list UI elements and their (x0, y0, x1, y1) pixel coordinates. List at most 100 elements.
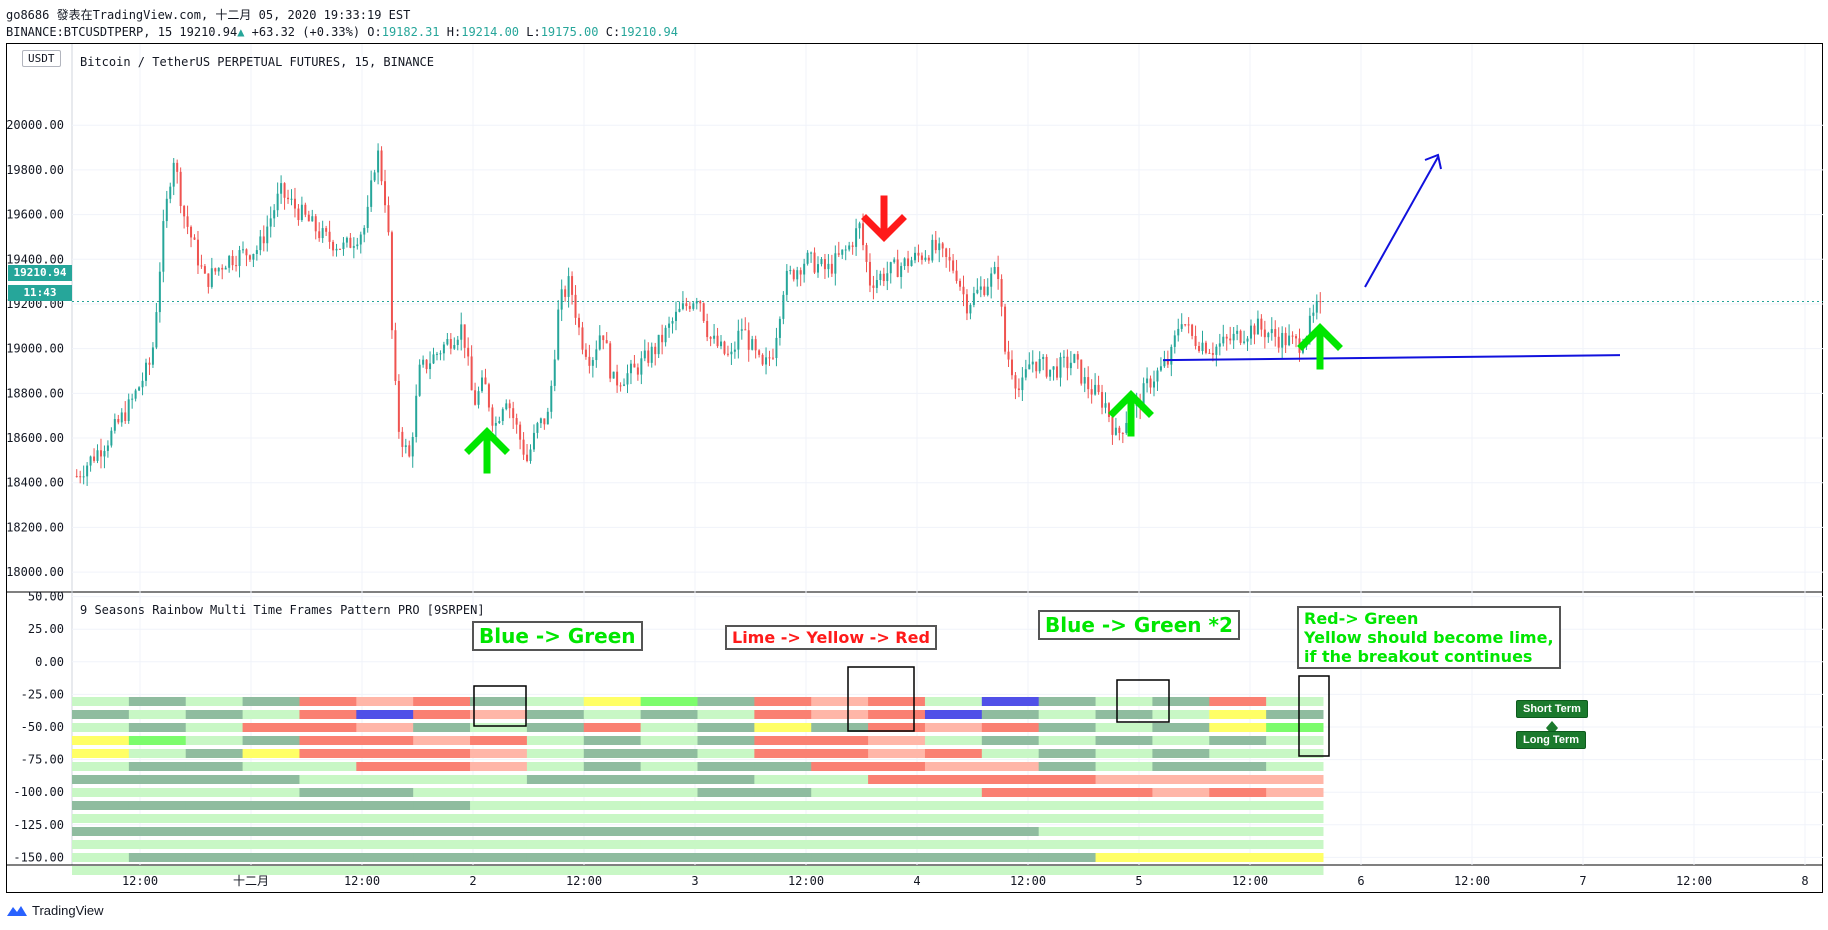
candle-body (619, 385, 622, 387)
candle-body (151, 347, 154, 365)
candle (380, 146, 383, 186)
candle-body (1218, 343, 1221, 347)
candle-body (913, 252, 916, 261)
candle (740, 318, 743, 340)
rainbow-band-segment (242, 827, 300, 836)
candle-body (342, 242, 345, 250)
candle-body (287, 197, 290, 200)
candle (1295, 334, 1298, 348)
candle-body (598, 335, 601, 350)
callout-red-green: Red-> Green Yellow should become lime, i… (1297, 606, 1561, 669)
candle-body (661, 334, 664, 343)
candle (352, 237, 355, 259)
candle (581, 321, 584, 355)
candle-body (75, 476, 78, 478)
candle-body (300, 204, 303, 221)
rainbow-band-segment (754, 788, 812, 797)
rainbow-band-segment (1266, 827, 1324, 836)
candle (1000, 274, 1003, 317)
rainbow-band-segment (1152, 710, 1210, 719)
rainbow-band-segment (697, 814, 755, 823)
candle (983, 279, 986, 297)
symbol-label[interactable]: BINANCE:BTCUSDTPERP, 15 (6, 25, 173, 39)
candle-body (806, 252, 809, 264)
candle-body (231, 255, 234, 266)
rainbow-band-segment (470, 866, 528, 875)
rainbow-band-segment (1152, 749, 1210, 758)
rainbow-band-segment (697, 853, 755, 862)
candle-body (1198, 345, 1201, 352)
candle (1118, 425, 1121, 441)
candle (501, 407, 504, 426)
candle-body (1166, 360, 1169, 365)
rainbow-band-segment (185, 827, 244, 836)
rainbow-band-segment (697, 749, 755, 758)
candle-body (290, 198, 293, 200)
rainbow-band-segment (356, 723, 414, 732)
candle (654, 342, 657, 366)
candle-body (827, 263, 830, 270)
candle-body (435, 353, 438, 355)
candle-body (293, 198, 296, 209)
candle-body (1243, 341, 1246, 343)
candle-body (224, 267, 227, 270)
rainbow-band-segment (754, 827, 812, 836)
candle (747, 322, 750, 362)
rainbow-band-segment (1095, 723, 1153, 732)
candle-body (203, 266, 206, 274)
rainbow-band-segment (128, 762, 187, 771)
rainbow-band-segment (72, 710, 130, 719)
rainbow-band-segment (868, 710, 926, 719)
candle (726, 345, 729, 357)
candle (293, 187, 296, 218)
candle (304, 202, 307, 218)
rainbow-band-segment (128, 736, 187, 745)
rainbow-band-segment (1095, 710, 1153, 719)
candle-body (1021, 377, 1024, 391)
candle-body (910, 260, 913, 267)
candle (1288, 324, 1291, 347)
rainbow-band-segment (583, 814, 642, 823)
rainbow-band-segment (356, 827, 414, 836)
candle-body (681, 303, 684, 309)
candle-body (1083, 377, 1086, 384)
candle (823, 253, 826, 279)
rainbow-band-segment (72, 827, 130, 836)
rainbow-band-segment (356, 840, 414, 849)
candle (429, 351, 432, 380)
candle-body (235, 265, 238, 267)
rainbow-band-segment (526, 814, 585, 823)
candle-body (643, 350, 646, 359)
rainbow-band-segment (128, 853, 187, 862)
rainbow-band-segment (924, 827, 983, 836)
candle-body (1038, 359, 1041, 372)
rainbow-band-segment (72, 840, 130, 849)
candle (1281, 326, 1284, 359)
candle (990, 267, 993, 299)
candle-body (1222, 336, 1225, 344)
candle (723, 340, 726, 356)
candle-body (338, 248, 341, 250)
chart-frame[interactable] (6, 43, 1823, 893)
candle-body (1042, 356, 1045, 360)
candle (934, 231, 937, 254)
candle-body (879, 273, 882, 280)
candle-body (255, 250, 258, 255)
candle (1031, 350, 1034, 373)
candle-body (993, 267, 996, 274)
open-value: 19182.31 (381, 25, 440, 39)
green-up-arrow-icon (1297, 323, 1343, 370)
rainbow-band-segment (1266, 710, 1324, 719)
rainbow-band-segment (1209, 801, 1267, 810)
candle-body (1194, 335, 1197, 346)
footer-brand[interactable]: TradingView (6, 903, 104, 918)
candle-body (1225, 336, 1228, 339)
candle-body (1270, 329, 1273, 334)
candle-body (408, 445, 411, 457)
rainbow-band-segment (583, 788, 642, 797)
currency-button[interactable]: USDT (22, 50, 61, 67)
candle-body (266, 226, 269, 244)
rainbow-band-segment (470, 710, 528, 719)
rainbow-band-segment (754, 736, 812, 745)
